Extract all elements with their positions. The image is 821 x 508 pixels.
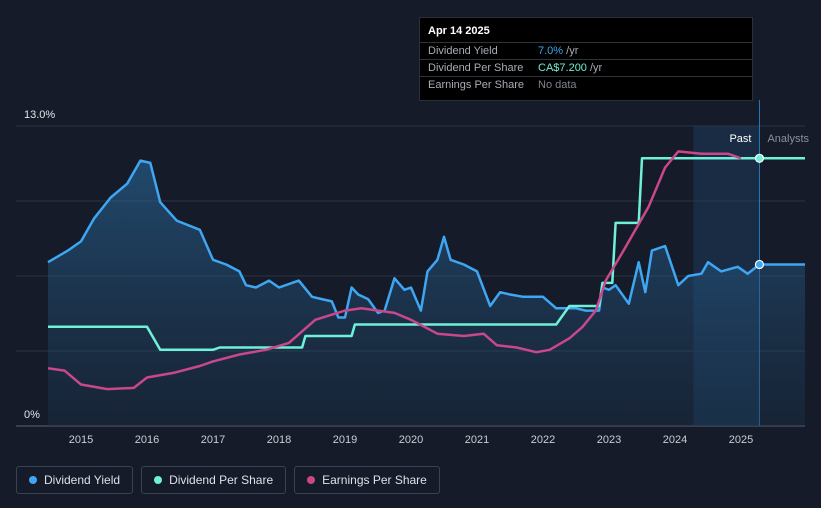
tooltip-unit: /yr [586, 62, 603, 74]
legend-dividend-per-share[interactable]: Dividend Per Share [141, 466, 287, 494]
x-axis-ticks: 2015 2016 2017 2018 2019 2020 2021 2022 2023 2024… [69, 434, 753, 446]
y-tick-label-bottom: 0% [24, 409, 40, 421]
x-tick-label: 2023 [597, 434, 621, 446]
tooltip-row-dividend-per-share: Dividend Per Share CA$7.200 /yr [420, 59, 752, 77]
marker-layer [754, 153, 765, 270]
series-layer [47, 100, 805, 426]
tooltip-value: 7.0% /yr [538, 45, 578, 57]
analysts-region-label: Analysts [767, 133, 809, 145]
dividend-yield-swatch-icon [29, 476, 37, 484]
data-tooltip: Apr 14 2025 Dividend Yield 7.0% /yr Divi… [419, 17, 753, 101]
x-tick-label: 2022 [531, 434, 555, 446]
y-axis-ticks: 13.0% 0% [24, 109, 55, 421]
legend-earnings-per-share[interactable]: Earnings Per Share [294, 466, 440, 494]
dividend-per-share-swatch-icon [154, 476, 163, 484]
legend-dividend-yield[interactable]: Dividend Yield [16, 466, 134, 494]
x-tick-label: 2025 [729, 434, 753, 446]
tooltip-label: Earnings Per Share [428, 79, 524, 91]
chart-legend: Dividend Yield Dividend Per Share Earnin… [16, 466, 440, 494]
x-tick-label: 2021 [465, 434, 489, 446]
legend-label: Earnings Per Share [322, 473, 427, 487]
dividend-per-share-line [48, 157, 805, 352]
dividend-yield-area [48, 160, 805, 426]
earnings-per-share-swatch-icon [307, 476, 316, 484]
tooltip-label: Dividend Per Share [428, 62, 524, 74]
x-tick-label: 2024 [663, 434, 687, 446]
x-tick-label: 2017 [201, 434, 225, 446]
x-tick-label: 2020 [399, 434, 423, 446]
x-tick-label: 2018 [267, 434, 291, 446]
dividend-yield-line [47, 159, 805, 319]
y-tick-label-top: 13.0% [24, 109, 55, 121]
tooltip-row-dividend-yield: Dividend Yield 7.0% /yr [420, 42, 752, 60]
x-tick-label: 2019 [333, 434, 357, 446]
tooltip-date: Apr 14 2025 [428, 25, 490, 37]
tooltip-unit: /yr [563, 45, 579, 57]
tooltip-value-number: No data [538, 79, 577, 91]
dividend-per-share-marker [754, 153, 765, 163]
tooltip-label: Dividend Yield [428, 45, 498, 57]
tooltip-value-number: CA$7.200 [538, 62, 587, 74]
legend-label: Dividend Yield [44, 473, 121, 487]
tooltip-value: No data [538, 79, 577, 91]
x-tick-label: 2015 [69, 434, 93, 446]
tooltip-value: CA$7.200 /yr [538, 62, 602, 74]
tooltip-row-earnings-per-share: Earnings Per Share No data [420, 76, 752, 94]
tooltip-value-number: 7.0% [538, 45, 564, 57]
x-tick-label: 2016 [135, 434, 159, 446]
dividend-yield-marker [754, 259, 765, 270]
past-region-label: Past [729, 133, 751, 145]
legend-label: Dividend Per Share [169, 473, 274, 487]
earnings-per-share-line [47, 150, 742, 391]
